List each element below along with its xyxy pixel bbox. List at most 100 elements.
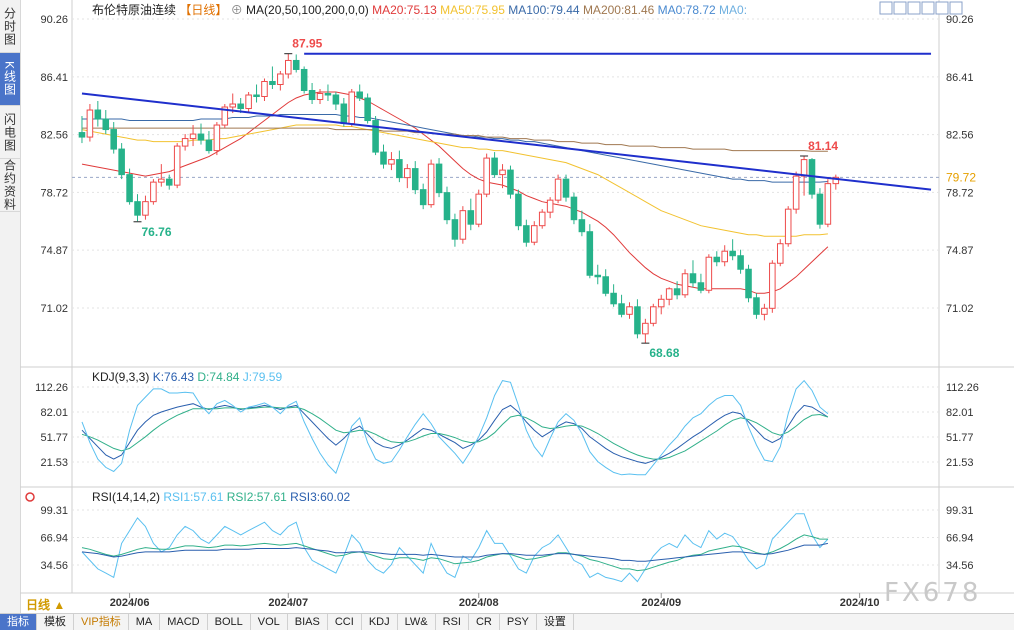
indicator-tab-2[interactable]: VIP指标 <box>74 614 129 630</box>
candle-body <box>761 307 768 315</box>
annotation-low-1: 76.76 <box>142 225 172 239</box>
candle-body <box>173 145 181 186</box>
sidebar-tab-2[interactable]: 闪电图 <box>0 106 20 159</box>
header-seg-1: 【日线】 <box>179 3 230 17</box>
candle-body <box>443 192 451 221</box>
toolbar-button-1 <box>893 1 907 15</box>
indicator-tab-12[interactable]: CR <box>469 614 500 630</box>
candle-body <box>285 59 292 75</box>
rsi-label-left-0: 99.31 <box>40 505 68 517</box>
candle-body <box>197 133 205 141</box>
kdj-header-seg-1: K:76.43 <box>153 370 198 384</box>
header-seg-8: MA0:78.72 <box>658 3 719 17</box>
kdj-label-left-3: 21.53 <box>40 457 68 469</box>
time-label-1: 2024/07 <box>268 597 308 609</box>
current-price-tag-bg <box>942 169 1012 185</box>
candle-body <box>237 103 244 110</box>
candle-body <box>729 250 736 257</box>
indicator-tab-11[interactable]: RSI <box>436 614 469 630</box>
candle-body <box>816 193 824 225</box>
price-label-right-1: 86.41 <box>946 72 974 84</box>
candle-body <box>372 120 379 153</box>
ma-line-ma100 <box>82 114 828 183</box>
sidebar-tab-0[interactable]: 分时图 <box>0 0 20 53</box>
rsi-label-right-2: 34.56 <box>946 560 974 572</box>
candle-body <box>650 306 657 324</box>
rsi-header: RSI(14,14,2) RSI1:57.61 RSI2:57.61 RSI3:… <box>92 490 350 504</box>
candle-body <box>626 306 633 315</box>
rsi-label-right-1: 66.94 <box>946 532 974 544</box>
kdj-header: KDJ(9,3,3) K:76.43 D:74.84 J:79.59 <box>92 370 282 384</box>
candle-body <box>205 139 213 152</box>
kdj-label-left-1: 82.01 <box>40 407 68 419</box>
candle-body <box>277 73 284 85</box>
candle-body <box>388 159 395 165</box>
indicator-tab-8[interactable]: CCI <box>328 614 362 630</box>
kdj-label-right-1: 82.01 <box>946 407 974 419</box>
kdj-line-d <box>81 406 829 460</box>
candle-body <box>800 159 808 177</box>
candle-body <box>308 89 316 101</box>
candle-body <box>467 210 475 225</box>
price-label-right-3: 78.72 <box>946 187 974 199</box>
indicator-tab-9[interactable]: KDJ <box>362 614 398 630</box>
candle-body <box>396 159 403 179</box>
current-price-tag: 79.72 <box>946 170 976 184</box>
sidebar: 分时图 K线图 闪电图 合约资料 <box>0 0 21 613</box>
candle-body <box>165 178 173 186</box>
indicator-tab-3[interactable]: MA <box>129 614 161 630</box>
header-seg-9: MA0: <box>719 3 747 17</box>
indicator-tab-1[interactable]: 模板 <box>37 614 74 630</box>
rsi-header-seg-0: RSI(14,14,2) <box>92 490 163 504</box>
candle-body <box>451 219 459 240</box>
ma-line-ma200 <box>82 127 828 152</box>
kdj-label-right-0: 112.26 <box>946 382 979 394</box>
time-label-0: 2024/06 <box>110 597 150 609</box>
price-label-left-2: 82.56 <box>40 130 68 142</box>
rsi-settings-icon <box>25 492 35 502</box>
indicator-tab-bar: 指标 模板 VIP指标 MA MACD BOLL VOL BIAS CCI KDJ LW& RSI CR… <box>0 613 1014 630</box>
indicator-tab-13[interactable]: PSY <box>500 614 537 630</box>
trendline-0 <box>81 92 932 191</box>
time-label-4: 2024/10 <box>840 597 880 609</box>
candle-body <box>578 219 586 233</box>
sidebar-tab-3[interactable]: 合约资料 <box>0 159 20 212</box>
price-label-left-4: 74.87 <box>40 245 68 257</box>
candle-body <box>102 118 110 131</box>
candle-body <box>475 193 483 225</box>
candle-body <box>515 193 522 227</box>
period-label[interactable]: 日线 ▲ <box>26 598 66 612</box>
time-label-2: 2024/08 <box>459 597 499 609</box>
indicator-tab-14[interactable]: 设置 <box>537 614 574 630</box>
header-seg-5: MA50:75.95 <box>440 3 508 17</box>
kdj-label-right-3: 21.53 <box>946 457 974 469</box>
candle-body <box>269 80 276 85</box>
indicator-tab-10[interactable]: LW& <box>398 614 436 630</box>
indicator-tab-0[interactable]: 指标 <box>0 614 37 630</box>
annotation-low-2: 68.68 <box>649 346 679 360</box>
candle-body <box>229 103 237 108</box>
candle-body <box>769 262 776 309</box>
indicator-tab-7[interactable]: BIAS <box>288 614 328 630</box>
candle-body <box>554 178 562 201</box>
sidebar-tab-1[interactable]: K线图 <box>0 53 20 106</box>
candle-body <box>546 199 554 213</box>
candle-body <box>332 94 340 105</box>
candle-body <box>784 208 792 245</box>
kdj-label-left-2: 51.77 <box>40 432 68 444</box>
indicator-tab-5[interactable]: BOLL <box>208 614 251 630</box>
candle-body <box>78 132 86 138</box>
candle-body <box>459 210 467 240</box>
candle-body <box>364 97 371 122</box>
kdj-line-k <box>81 403 829 464</box>
candle-body <box>634 306 641 335</box>
candle-body <box>705 256 713 291</box>
candle-body <box>221 106 229 126</box>
candle-body <box>745 268 752 299</box>
indicator-tab-6[interactable]: VOL <box>251 614 288 630</box>
indicator-tab-4[interactable]: MACD <box>160 614 208 630</box>
candle-body <box>689 273 697 284</box>
candle-body <box>150 181 157 203</box>
candle-body <box>435 163 443 194</box>
candle-body <box>832 176 840 185</box>
